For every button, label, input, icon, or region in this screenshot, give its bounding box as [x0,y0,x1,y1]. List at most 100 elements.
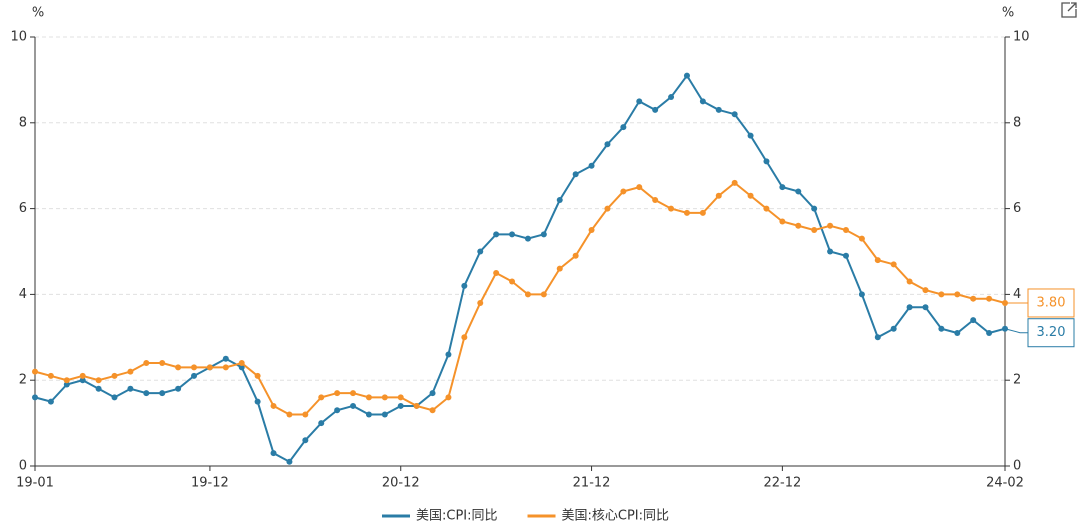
y2-tick-label: 10 [1013,30,1030,45]
data-point [461,282,468,289]
data-point [79,377,86,384]
data-point [509,231,516,238]
data-point [715,106,722,113]
data-point [477,248,484,255]
data-point [938,325,945,332]
data-point [636,184,643,191]
data-point [731,179,738,186]
data-point [32,368,38,375]
data-point [286,458,293,465]
data-point [127,385,134,392]
data-point [286,411,293,418]
expand-icon[interactable] [1061,2,1077,18]
data-point [334,390,341,397]
data-point [858,235,865,242]
data-point [222,355,229,362]
data-point [32,394,38,401]
data-point [954,291,961,298]
data-point [191,372,198,379]
y2-tick-label: 6 [1013,201,1021,216]
data-point [302,437,309,444]
data-point [350,402,357,409]
data-point [270,450,277,457]
data-point [159,360,166,367]
data-point [954,330,961,337]
data-point [175,364,182,371]
data-point [938,291,945,298]
data-point [127,368,134,375]
data-point [509,278,516,285]
data-point [874,334,881,341]
y-tick-label: 4 [19,287,27,302]
data-point [95,385,102,392]
data-point [779,184,786,191]
expand-icon-arrow[interactable] [1067,2,1077,12]
data-point [986,295,993,302]
data-point [111,372,118,379]
data-point [397,394,404,401]
value-label: 3.80 [1037,295,1066,310]
data-point [556,265,563,272]
data-point [270,402,277,409]
x-tick-label: 19-12 [191,476,229,491]
data-point [827,248,834,255]
data-point [572,252,579,259]
data-point [318,420,325,427]
value-label-connector [1004,328,1028,334]
data-point [556,197,563,204]
data-point [970,317,977,324]
data-point [652,197,659,204]
data-point [493,269,500,276]
data-point [811,227,818,234]
data-point [429,390,436,397]
data-point [254,398,261,405]
data-point [620,188,627,195]
data-point [334,407,341,414]
data-point [572,171,579,178]
value-label-box [1027,288,1075,318]
data-point [699,209,706,216]
y-axis-unit: % [32,6,44,21]
y-tick-label: 0 [19,459,27,474]
data-point [222,364,229,371]
data-point [350,390,357,397]
data-point [413,402,420,409]
data-point [397,402,404,409]
data-point [429,407,436,414]
y2-tick-label: 4 [1013,287,1021,302]
y-tick-label: 8 [19,115,27,130]
data-point [493,231,500,238]
data-point [381,394,388,401]
data-point [922,304,929,311]
value-label-box [1027,318,1075,348]
data-point [47,398,54,405]
data-point [779,218,786,225]
data-point [763,158,770,165]
expand-icon-box[interactable] [1061,2,1077,18]
data-point [747,132,754,139]
data-point [524,291,531,298]
data-point [206,364,213,371]
data-point [986,330,993,337]
data-point [175,385,182,392]
data-point [79,372,86,379]
data-point [238,360,245,367]
data-point [858,291,865,298]
data-point [381,411,388,418]
x-tick-label: 24-02 [986,476,1024,491]
data-point [827,222,834,229]
data-point [254,372,261,379]
y-tick-label: 6 [19,201,27,216]
data-point [143,360,150,367]
data-point [524,235,531,242]
data-point [95,377,102,384]
x-tick-label: 20-12 [382,476,420,491]
data-point [191,364,198,371]
y-tick-label: 2 [19,373,27,388]
data-point [604,205,611,212]
data-point [47,372,54,379]
data-point [604,141,611,148]
data-point [636,98,643,105]
data-point [302,411,309,418]
data-point [461,334,468,341]
